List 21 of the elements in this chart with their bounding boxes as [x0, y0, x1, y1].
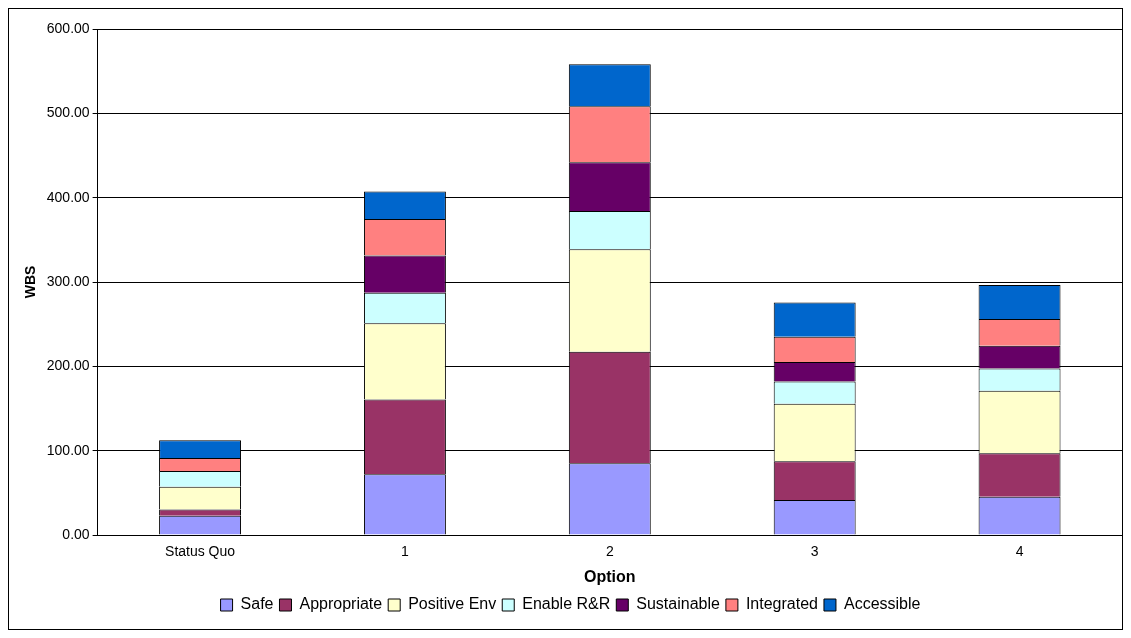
- x-tick-label: Status Quo: [165, 543, 236, 560]
- y-tick-label: 600.00: [46, 19, 90, 36]
- y-axis-title: WBS: [22, 265, 39, 299]
- x-tick-label: 1: [401, 543, 410, 560]
- y-tick-label: 200.00: [46, 357, 90, 374]
- legend-label: Integrated: [745, 595, 818, 613]
- y-tick-label: 300.00: [46, 272, 90, 289]
- x-tick-label: 2: [605, 543, 614, 560]
- x-tick-label: 4: [1015, 543, 1024, 560]
- legend-label: Accessible: [843, 595, 921, 613]
- y-tick-label: 0.00: [62, 525, 90, 542]
- x-tick-label: 3: [810, 543, 819, 560]
- y-tick-label: 400.00: [46, 188, 90, 205]
- x-axis-title: Option: [584, 567, 636, 585]
- legend-label: Enable R&R: [522, 595, 611, 613]
- y-tick-label: 500.00: [46, 104, 90, 121]
- legend-label: Appropriate: [299, 595, 383, 613]
- legend-label: Sustainable: [636, 595, 720, 613]
- legend-label: Positive Env: [408, 595, 497, 613]
- y-tick-label: 100.00: [46, 441, 90, 458]
- legend-label: Safe: [240, 595, 274, 613]
